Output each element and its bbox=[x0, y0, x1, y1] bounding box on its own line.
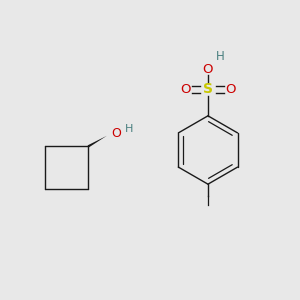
Text: O: O bbox=[111, 127, 121, 140]
Text: H: H bbox=[215, 50, 224, 63]
Text: O: O bbox=[203, 63, 213, 76]
Text: S: S bbox=[203, 82, 213, 96]
Text: H: H bbox=[125, 124, 133, 134]
Polygon shape bbox=[88, 136, 107, 148]
Text: O: O bbox=[180, 82, 190, 96]
Text: O: O bbox=[226, 82, 236, 96]
